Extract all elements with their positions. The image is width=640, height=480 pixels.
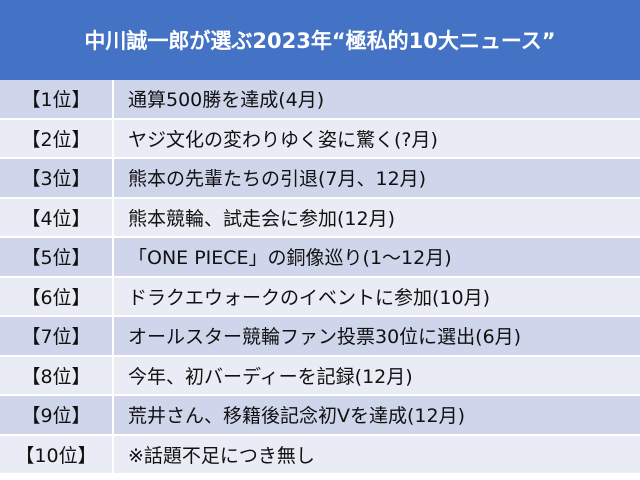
table-row: 【7位】 オールスター競輪ファン投票30位に選出(6月) [0, 316, 640, 357]
news-cell: ヤジ文化の変わりゆく姿に驚く(?月) [113, 118, 640, 159]
news-cell: ドラクエウォークのイベントに参加(10月) [113, 276, 640, 317]
rank-cell: 【7位】 [0, 316, 114, 357]
news-cell: 通算500勝を達成(4月) [113, 80, 640, 120]
table-row: 【9位】 荒井さん、移籍後記念初Vを達成(12月) [0, 395, 640, 436]
table-row: 【5位】 「ONE PIECE」の銅像巡り(1～12月) [0, 237, 640, 278]
news-cell: 「ONE PIECE」の銅像巡り(1～12月) [113, 237, 640, 278]
table-row: 【8位】 今年、初バーディーを記録(12月) [0, 355, 640, 396]
rank-cell: 【5位】 [0, 237, 114, 278]
news-cell: オールスター競輪ファン投票30位に選出(6月) [113, 316, 640, 357]
news-cell: ※話題不足につき無し [113, 434, 640, 475]
rank-cell: 【1位】 [0, 80, 114, 120]
news-cell: 熊本の先輩たちの引退(7月、12月) [113, 158, 640, 199]
rank-cell: 【10位】 [0, 434, 114, 475]
rank-cell: 【6位】 [0, 276, 114, 317]
rank-cell: 【9位】 [0, 395, 114, 436]
page-title: 中川誠一郎が選ぶ2023年“極私的10大ニュース” [0, 0, 640, 80]
news-cell: 今年、初バーディーを記録(12月) [113, 355, 640, 396]
table-row: 【10位】 ※話題不足につき無し [0, 434, 640, 475]
rank-cell: 【2位】 [0, 118, 114, 159]
table-row: 【6位】 ドラクエウォークのイベントに参加(10月) [0, 276, 640, 317]
rank-cell: 【3位】 [0, 158, 114, 199]
table-row: 【3位】 熊本の先輩たちの引退(7月、12月) [0, 158, 640, 199]
table-row: 【2位】 ヤジ文化の変わりゆく姿に驚く(?月) [0, 118, 640, 159]
rank-cell: 【8位】 [0, 355, 114, 396]
table-row: 【4位】 熊本競輪、試走会に参加(12月) [0, 197, 640, 238]
news-cell: 荒井さん、移籍後記念初Vを達成(12月) [113, 395, 640, 436]
table-row: 【1位】 通算500勝を達成(4月) [0, 80, 640, 120]
rank-cell: 【4位】 [0, 197, 114, 238]
ranking-table: 【1位】 通算500勝を達成(4月) 【2位】 ヤジ文化の変わりゆく姿に驚く(?… [0, 80, 640, 475]
news-cell: 熊本競輪、試走会に参加(12月) [113, 197, 640, 238]
